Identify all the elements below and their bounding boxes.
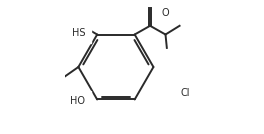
Text: HS: HS [72, 28, 86, 38]
Text: O: O [161, 8, 169, 18]
Text: Cl: Cl [180, 88, 190, 98]
Text: HO: HO [70, 96, 85, 106]
